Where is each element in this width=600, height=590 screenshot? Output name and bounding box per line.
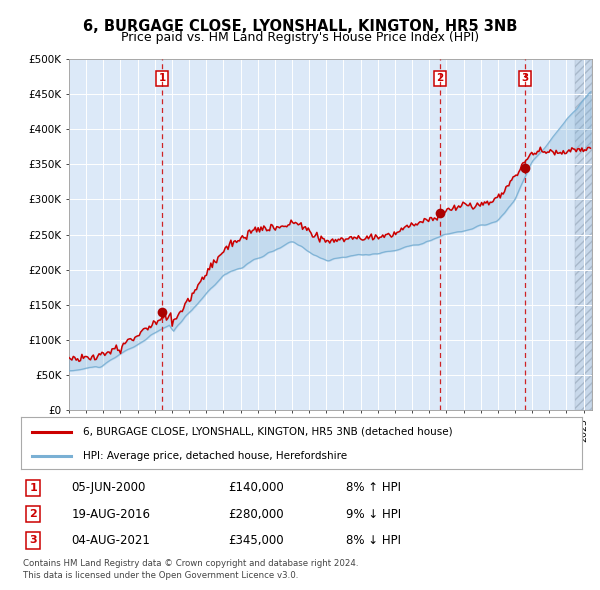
Text: HPI: Average price, detached house, Herefordshire: HPI: Average price, detached house, Here… (83, 451, 347, 461)
Text: 3: 3 (29, 536, 37, 546)
Text: 1: 1 (29, 483, 37, 493)
Text: 04-AUG-2021: 04-AUG-2021 (71, 534, 151, 547)
Text: 05-JUN-2000: 05-JUN-2000 (71, 481, 146, 494)
Text: 9% ↓ HPI: 9% ↓ HPI (346, 508, 401, 521)
Text: 2: 2 (29, 509, 37, 519)
Text: 8% ↑ HPI: 8% ↑ HPI (346, 481, 401, 494)
Text: Contains HM Land Registry data © Crown copyright and database right 2024.: Contains HM Land Registry data © Crown c… (23, 559, 358, 568)
Text: 6, BURGAGE CLOSE, LYONSHALL, KINGTON, HR5 3NB (detached house): 6, BURGAGE CLOSE, LYONSHALL, KINGTON, HR… (83, 427, 452, 437)
Text: 1: 1 (158, 73, 166, 83)
Text: £280,000: £280,000 (229, 508, 284, 521)
Text: 19-AUG-2016: 19-AUG-2016 (71, 508, 151, 521)
Text: This data is licensed under the Open Government Licence v3.0.: This data is licensed under the Open Gov… (23, 571, 298, 579)
Text: £140,000: £140,000 (229, 481, 284, 494)
Polygon shape (575, 59, 592, 410)
Text: £345,000: £345,000 (229, 534, 284, 547)
Text: Price paid vs. HM Land Registry's House Price Index (HPI): Price paid vs. HM Land Registry's House … (121, 31, 479, 44)
Text: 2: 2 (436, 73, 443, 83)
Text: 3: 3 (521, 73, 529, 83)
Text: 6, BURGAGE CLOSE, LYONSHALL, KINGTON, HR5 3NB: 6, BURGAGE CLOSE, LYONSHALL, KINGTON, HR… (83, 19, 517, 34)
Text: 8% ↓ HPI: 8% ↓ HPI (346, 534, 401, 547)
